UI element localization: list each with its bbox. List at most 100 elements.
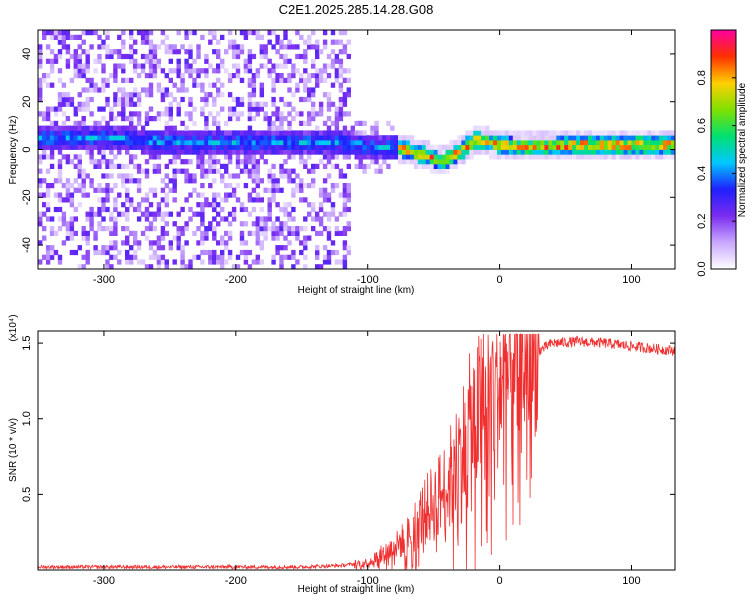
heatmap-cell — [251, 101, 257, 107]
heatmap-cell — [334, 183, 340, 189]
heatmap-cell — [117, 149, 122, 155]
heatmap-cell — [65, 187, 71, 193]
heatmap-cell — [101, 135, 106, 141]
heatmap-cell — [200, 154, 205, 160]
heatmap-cell — [200, 68, 205, 74]
heatmap-cell — [188, 53, 193, 60]
heatmap-cell — [322, 211, 328, 217]
heatmap-cell — [603, 149, 609, 155]
heatmap-cell — [176, 73, 181, 79]
heatmap-cell — [85, 68, 90, 74]
heatmap-cell — [338, 30, 344, 36]
heatmap-cell — [303, 135, 308, 141]
heatmap-cell — [342, 202, 348, 208]
heatmap-cell — [53, 125, 59, 131]
heatmap-cell — [532, 130, 537, 136]
heatmap-cell — [603, 144, 609, 150]
heatmap-cell — [212, 235, 217, 241]
heatmap-cell — [61, 183, 67, 189]
heatmap-cell — [295, 30, 300, 36]
heatmap-cell — [461, 149, 466, 155]
heatmap-cell — [204, 168, 209, 174]
heatmap-cell — [216, 139, 221, 146]
heatmap-cell — [164, 111, 169, 117]
heatmap-cell — [140, 139, 146, 146]
heatmap-cell — [299, 34, 304, 40]
heatmap-cell — [69, 53, 75, 60]
heatmap-cell — [287, 39, 292, 45]
heatmap-cell — [275, 235, 280, 241]
heatmap-cell — [216, 68, 221, 74]
heatmap-cell — [497, 135, 502, 141]
heatmap-cell — [212, 144, 217, 150]
heatmap-cell — [667, 139, 672, 146]
heatmap-cell — [172, 259, 177, 265]
heatmap-cell — [615, 154, 621, 160]
heatmap-cell — [247, 173, 253, 179]
heatmap-cell — [485, 125, 490, 131]
heatmap-cell — [49, 106, 55, 112]
heatmap-cell — [216, 149, 221, 155]
heatmap-cell — [283, 245, 288, 251]
heatmap-cell — [287, 173, 292, 179]
chart-title: C2E1.2025.285.14.28.G08 — [279, 2, 434, 17]
heatmap-cell — [105, 259, 110, 265]
heatmap-cell — [271, 77, 276, 83]
heatmap-cell — [362, 149, 367, 155]
heatmap-cell — [299, 226, 304, 232]
heatmap-cell — [599, 154, 605, 160]
heatmap-cell — [156, 254, 162, 260]
heatmap-cell — [136, 216, 142, 222]
heatmap-cell — [275, 106, 280, 112]
heatmap-cell — [307, 87, 312, 93]
heatmap-cell — [85, 192, 90, 198]
heatmap-cell — [330, 187, 336, 193]
heatmap-cell — [354, 135, 359, 141]
heatmap-cell — [235, 135, 241, 141]
heatmap-cell — [619, 130, 624, 136]
heatmap-cell — [334, 163, 340, 169]
heatmap-cell — [117, 259, 122, 265]
heatmap-cell — [148, 30, 154, 36]
heatmap-cell — [287, 230, 292, 236]
heatmap-cell — [318, 187, 324, 193]
heatmap-cell — [524, 144, 530, 150]
heatmap-cell — [307, 96, 312, 103]
heatmap-cell — [607, 149, 613, 155]
heatmap-cell — [318, 49, 324, 55]
heatmap-cell — [576, 149, 581, 155]
heatmap-cell — [346, 187, 351, 193]
heatmap-cell — [259, 82, 264, 88]
heatmap-cell — [200, 230, 205, 236]
heatmap-cell — [133, 230, 138, 236]
heatmap-cell — [136, 96, 142, 103]
heatmap-cell — [65, 92, 71, 98]
heatmap-cell — [259, 49, 264, 55]
heatmap-cell — [49, 34, 55, 40]
heatmap-cell — [303, 183, 308, 189]
heatmap-cell — [160, 130, 166, 136]
heatmap-cell — [208, 163, 213, 169]
heatmap-cell — [667, 130, 672, 136]
heatmap-cell — [548, 139, 553, 146]
heatmap-cell — [647, 130, 652, 136]
heatmap-cell — [346, 144, 351, 150]
heatmap-cell — [358, 159, 363, 165]
heatmap-cell — [227, 130, 233, 136]
heatmap-cell — [212, 82, 217, 88]
heatmap-cell — [73, 154, 78, 160]
heatmap-cell — [255, 197, 260, 203]
heatmap-cell — [216, 259, 221, 265]
heatmap-cell — [623, 139, 628, 146]
heatmap-cell — [247, 144, 253, 150]
heatmap-cell — [497, 130, 502, 136]
heatmap-cell — [382, 149, 387, 155]
heatmap-cell — [156, 130, 162, 136]
heatmap-cell — [516, 135, 522, 141]
heatmap-cell — [235, 173, 241, 179]
heatmap-cell — [73, 187, 78, 193]
heatmap-cell — [38, 259, 43, 265]
heatmap-cell — [152, 130, 158, 136]
heatmap-cell — [227, 139, 233, 146]
heatmap-cell — [315, 254, 320, 260]
